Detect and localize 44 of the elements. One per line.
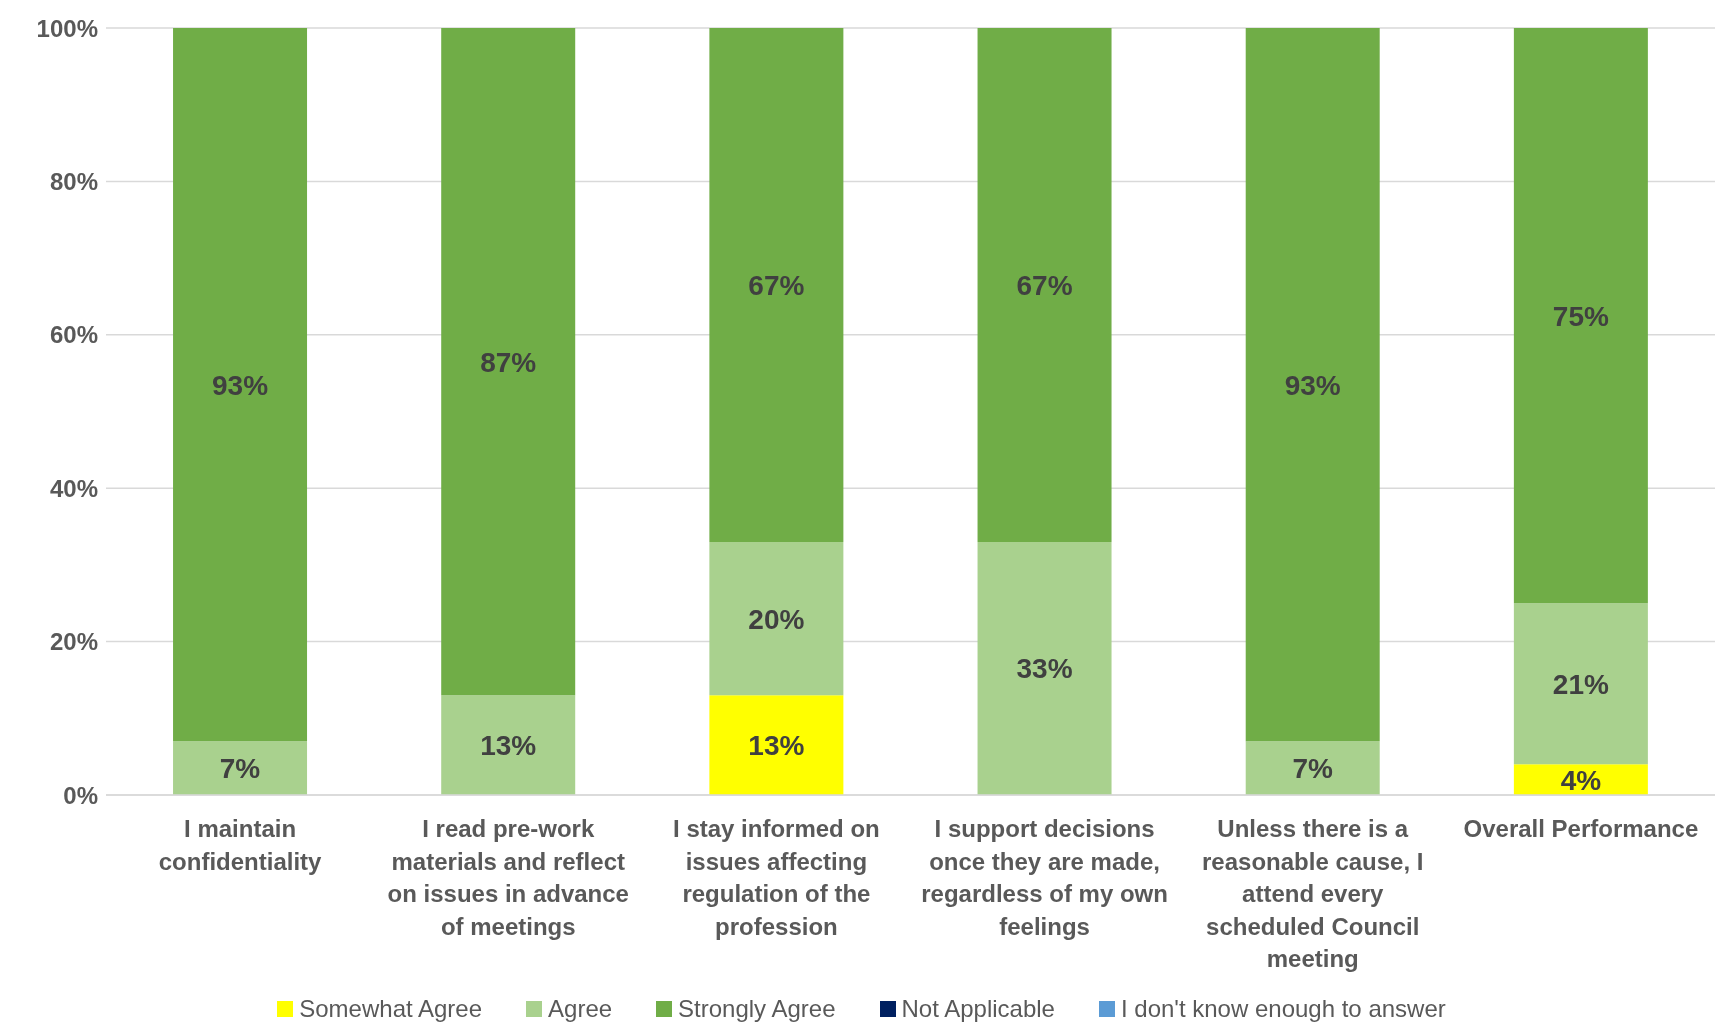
bar — [1245, 741, 1380, 795]
bar — [709, 695, 844, 795]
bar — [173, 28, 308, 742]
y-tick-label: 60% — [49, 321, 98, 349]
legend-label: I don't know enough to answer — [1119, 995, 1446, 1023]
data-label: 93% — [212, 369, 269, 401]
data-label: 7% — [1292, 753, 1334, 785]
y-tick-label: 40% — [49, 474, 98, 502]
bar — [977, 28, 1112, 542]
data-label: 4% — [1560, 764, 1602, 796]
bar — [173, 741, 308, 795]
data-label: 67% — [748, 269, 805, 301]
x-tick-label: I read pre-work materials and reflect on issues in advance of meetings — [387, 815, 629, 940]
data-label: 93% — [1284, 369, 1341, 401]
x-tick-label: I stay informed on issues affecting regulation of the profession — [673, 815, 880, 940]
bar — [709, 28, 844, 542]
bar — [1245, 28, 1380, 742]
data-label: 67% — [1016, 269, 1073, 301]
bar — [977, 541, 1112, 795]
data-label: 75% — [1552, 300, 1609, 332]
x-tick-label: Unless there is a reasonable cause, I attend every scheduled Council meeting — [1202, 815, 1424, 972]
x-tick-label: I maintain confidentiality — [158, 815, 323, 875]
data-label: 13% — [748, 730, 805, 762]
data-label: 21% — [1552, 668, 1609, 700]
y-tick-label: 100% — [36, 14, 98, 42]
legend-label: Agree — [547, 995, 613, 1023]
y-tick-label: 80% — [49, 167, 98, 195]
bar — [709, 541, 844, 696]
bar — [1513, 603, 1648, 765]
bar — [441, 695, 576, 795]
legend-label: Somewhat Agree — [298, 995, 483, 1023]
data-label: 87% — [480, 346, 537, 378]
y-tick-label: 20% — [49, 628, 98, 656]
x-tick-label: I support decisions once they are made, regardless of my own feelings — [921, 815, 1168, 940]
data-label: 33% — [1016, 653, 1073, 685]
bar — [1513, 28, 1648, 604]
y-tick-label: 0% — [63, 781, 98, 809]
data-label: 7% — [219, 753, 261, 785]
x-tick-label: Overall Performance — [1463, 815, 1699, 842]
legend-label: Strongly Agree — [677, 995, 836, 1023]
bar — [441, 28, 576, 696]
data-label: 20% — [748, 603, 805, 635]
data-label: 13% — [480, 730, 537, 762]
legend-label: Not Applicable — [900, 995, 1055, 1023]
